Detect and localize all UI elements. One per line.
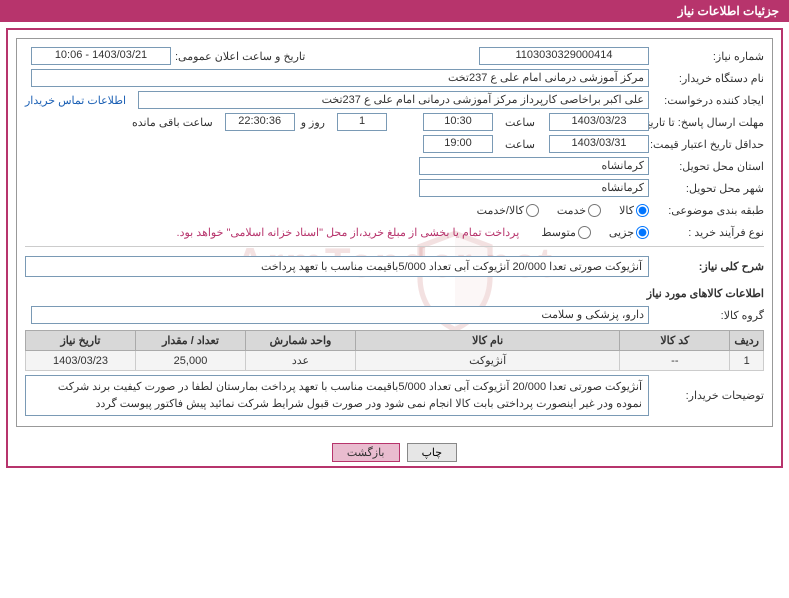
label-overall-desc: شرح کلی نیاز: bbox=[649, 256, 764, 277]
label-goods-group: گروه کالا: bbox=[649, 309, 764, 322]
table-header-row: ردیف کد کالا نام کالا واحد شمارش تعداد /… bbox=[26, 331, 764, 351]
field-need-number: 1103030329000414 bbox=[479, 47, 649, 65]
field-deadline-date: 1403/03/23 bbox=[549, 113, 649, 131]
divider-1 bbox=[25, 246, 764, 247]
th-name: نام کالا bbox=[356, 331, 620, 351]
th-qty: تعداد / مقدار bbox=[136, 331, 246, 351]
label-announce-dt: تاریخ و ساعت اعلان عمومی: bbox=[171, 50, 305, 63]
field-requester: علی اکبر براخاصی کارپرداز مرکز آموزشی در… bbox=[138, 91, 649, 109]
th-row: ردیف bbox=[730, 331, 764, 351]
outer-border: ArmTender.net شماره نیاز: 11030303290004… bbox=[6, 28, 783, 468]
th-date: تاریخ نیاز bbox=[26, 331, 136, 351]
radio-small[interactable] bbox=[636, 226, 649, 239]
table-row: 1 -- آنژیوکت عدد 25,000 1403/03/23 bbox=[26, 351, 764, 371]
radio-medium-label: متوسط bbox=[541, 226, 576, 239]
field-overall-desc: آنژیوکت صورتی تعدا 20/000 آنژیوکت آبی تع… bbox=[25, 256, 649, 277]
radio-goods-label: کالا bbox=[619, 204, 634, 217]
field-countdown: 22:30:36 bbox=[225, 113, 295, 131]
field-validity-date: 1403/03/31 bbox=[549, 135, 649, 153]
label-buyer-notes: توضیحات خریدار: bbox=[649, 375, 764, 402]
page-title: جزئیات اطلاعات نیاز bbox=[678, 4, 779, 18]
label-buyer-org: نام دستگاه خریدار: bbox=[649, 72, 764, 85]
row-province: استان محل تحویل: کرمانشاه bbox=[25, 155, 764, 177]
label-hour-2: ساعت bbox=[493, 138, 543, 151]
radio-goods[interactable] bbox=[636, 204, 649, 217]
label-hour-1: ساعت bbox=[493, 116, 543, 129]
payment-note: پرداخت تمام یا بخشی از مبلغ خرید،از محل … bbox=[177, 226, 520, 239]
radio-service[interactable] bbox=[588, 204, 601, 217]
row-goods-group: گروه کالا: دارو، پزشکی و سلامت bbox=[25, 304, 764, 326]
items-table: ردیف کد کالا نام کالا واحد شمارش تعداد /… bbox=[25, 330, 764, 371]
row-deadline: مهلت ارسال پاسخ: تا تاریخ: 1403/03/23 سا… bbox=[25, 111, 764, 133]
label-days-and: روز و bbox=[295, 116, 331, 129]
back-button[interactable]: بازگشت bbox=[332, 443, 400, 462]
label-deadline: مهلت ارسال پاسخ: تا تاریخ: bbox=[649, 116, 764, 129]
row-buyer-org: نام دستگاه خریدار: مرکز آموزشی درمانی ام… bbox=[25, 67, 764, 89]
row-subject-category: طبقه بندی موضوعی: کالا خدمت کالا/خدمت bbox=[25, 199, 764, 221]
label-need-number: شماره نیاز: bbox=[649, 50, 764, 63]
radio-small-label: جزیی bbox=[609, 226, 634, 239]
label-validity: حداقل تاریخ اعتبار قیمت: تا تاریخ: bbox=[649, 138, 764, 151]
row-need-number: شماره نیاز: 1103030329000414 تاریخ و ساع… bbox=[25, 45, 764, 67]
label-remaining: ساعت باقی مانده bbox=[128, 116, 219, 129]
row-requester: ایجاد کننده درخواست: علی اکبر براخاصی کا… bbox=[25, 89, 764, 111]
row-city: شهر محل تحویل: کرمانشاه bbox=[25, 177, 764, 199]
field-city: کرمانشاه bbox=[419, 179, 649, 197]
radio-group-subject: کالا خدمت کالا/خدمت bbox=[463, 204, 649, 217]
label-city: شهر محل تحویل: bbox=[649, 182, 764, 195]
field-days-left: 1 bbox=[337, 113, 387, 131]
td-name: آنژیوکت bbox=[356, 351, 620, 371]
row-validity: حداقل تاریخ اعتبار قیمت: تا تاریخ: 1403/… bbox=[25, 133, 764, 155]
row-buyer-notes: توضیحات خریدار: آنژیوکت صورتی تعدا 20/00… bbox=[25, 371, 764, 420]
field-announce-dt: 1403/03/21 - 10:06 bbox=[31, 47, 171, 65]
radio-goods-service[interactable] bbox=[526, 204, 539, 217]
label-subject-category: طبقه بندی موضوعی: bbox=[649, 204, 764, 217]
details-panel: ArmTender.net شماره نیاز: 11030303290004… bbox=[16, 38, 773, 427]
label-requester: ایجاد کننده درخواست: bbox=[649, 94, 764, 107]
items-section-title: اطلاعات کالاهای مورد نیاز bbox=[25, 283, 764, 304]
td-row: 1 bbox=[730, 351, 764, 371]
field-deadline-time: 10:30 bbox=[423, 113, 493, 131]
td-date: 1403/03/23 bbox=[26, 351, 136, 371]
td-unit: عدد bbox=[246, 351, 356, 371]
label-proc-type: نوع فرآیند خرید : bbox=[649, 226, 764, 239]
row-proc-type: نوع فرآیند خرید : جزیی متوسط پرداخت تمام… bbox=[25, 221, 764, 243]
field-province: کرمانشاه bbox=[419, 157, 649, 175]
print-button[interactable]: چاپ bbox=[407, 443, 458, 462]
td-code: -- bbox=[620, 351, 730, 371]
link-contact-buyer[interactable]: اطلاعات تماس خریدار bbox=[25, 94, 126, 107]
page-header: جزئیات اطلاعات نیاز bbox=[0, 0, 789, 22]
field-buyer-notes: آنژیوکت صورتی تعدا 20/000 آنژیوکت آبی تع… bbox=[25, 375, 649, 416]
field-goods-group: دارو، پزشکی و سلامت bbox=[31, 306, 649, 324]
radio-group-proc: جزیی متوسط bbox=[527, 226, 649, 239]
radio-service-label: خدمت bbox=[557, 204, 586, 217]
radio-medium[interactable] bbox=[578, 226, 591, 239]
radio-goods-service-label: کالا/خدمت bbox=[477, 204, 524, 217]
row-overall-desc: شرح کلی نیاز: آنژیوکت صورتی تعدا 20/000 … bbox=[25, 250, 764, 283]
field-buyer-org: مرکز آموزشی درمانی امام علی ع 237تخت bbox=[31, 69, 649, 87]
field-validity-time: 19:00 bbox=[423, 135, 493, 153]
button-row: چاپ بازگشت bbox=[8, 435, 781, 466]
label-province: استان محل تحویل: bbox=[649, 160, 764, 173]
td-qty: 25,000 bbox=[136, 351, 246, 371]
th-code: کد کالا bbox=[620, 331, 730, 351]
th-unit: واحد شمارش bbox=[246, 331, 356, 351]
